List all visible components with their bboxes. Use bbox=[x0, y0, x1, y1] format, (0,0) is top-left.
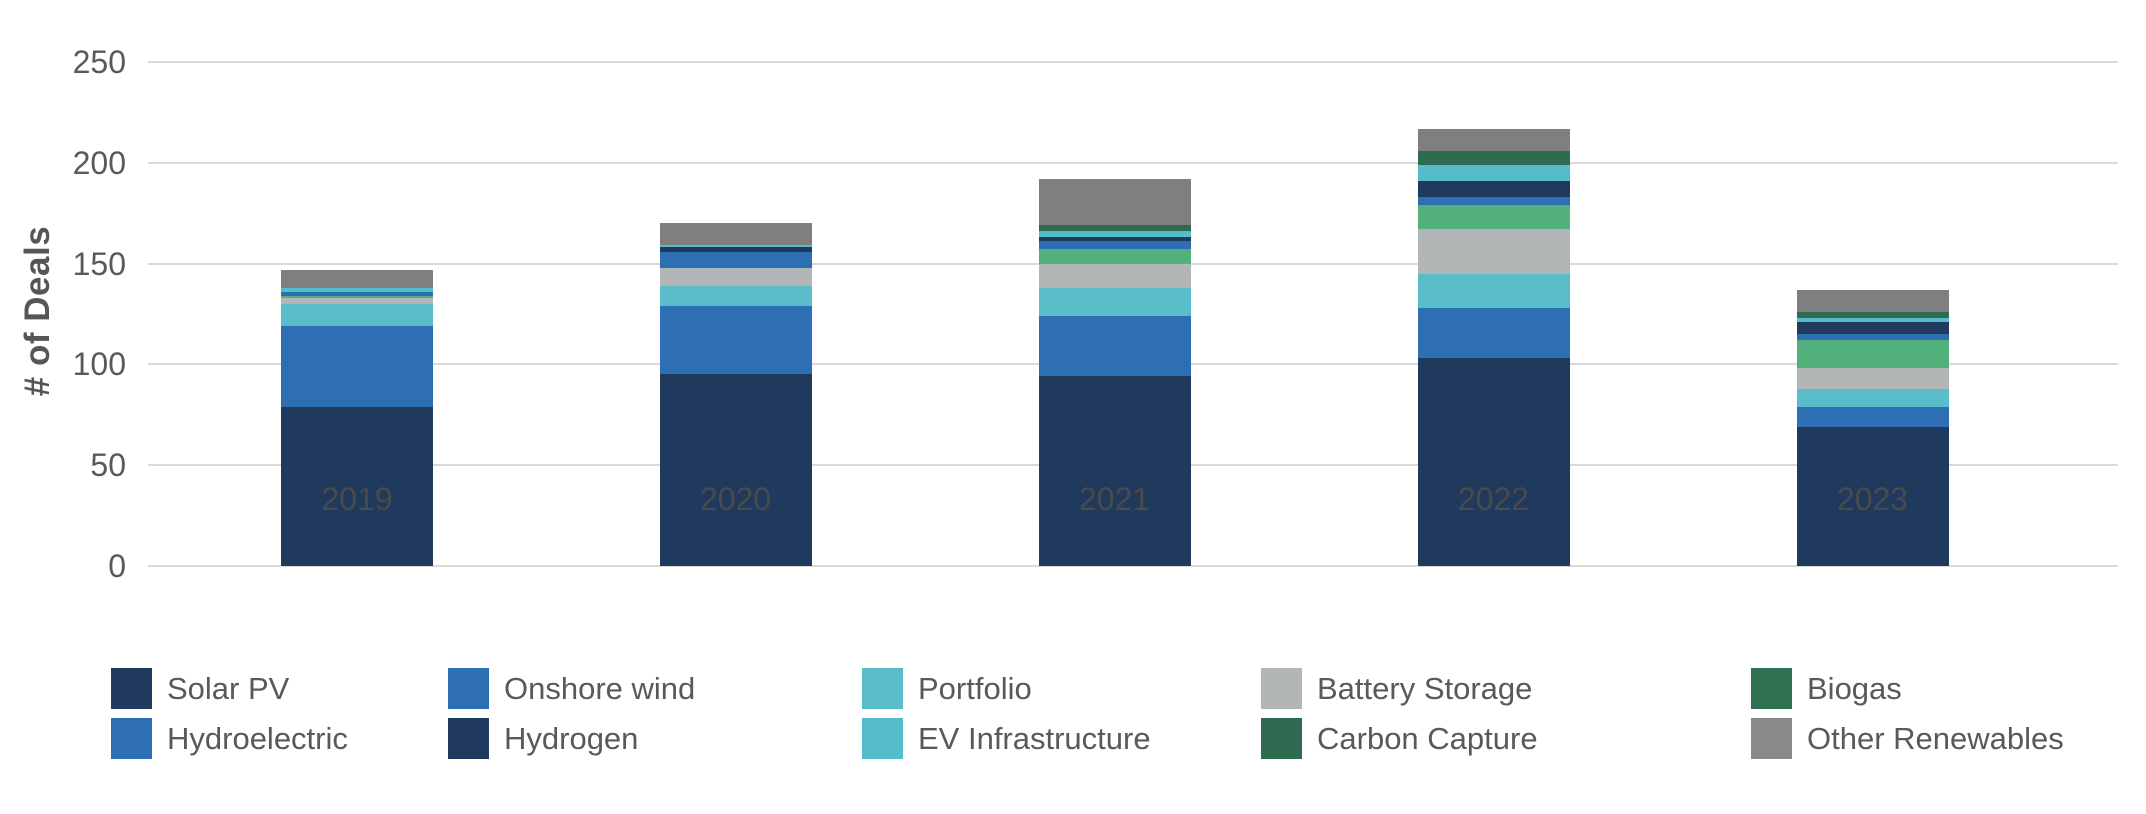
bar-segment-hydrogen-2022 bbox=[1417, 180, 1570, 198]
bar-segment-carbon-capture-2023 bbox=[1796, 311, 1949, 319]
legend-label: Carbon Capture bbox=[1317, 720, 1538, 756]
bar-segment-portfolio-2022 bbox=[1417, 273, 1570, 308]
bar-segment-biogas-2019 bbox=[281, 295, 433, 298]
bar-segment-hydrogen-2023 bbox=[1796, 322, 1949, 335]
bar-segment-biogas-2023 bbox=[1796, 340, 1949, 369]
bar-segment-onshore-wind-2022 bbox=[1417, 307, 1570, 359]
y-tick-label: 50 bbox=[90, 447, 126, 484]
bar-segment-solar-pv-2021 bbox=[1038, 376, 1191, 566]
bar-segment-biogas-2021 bbox=[1038, 249, 1191, 264]
y-tick-label: 150 bbox=[72, 245, 126, 282]
legend-swatch bbox=[1261, 718, 1302, 759]
bar-segment-carbon-capture-2022 bbox=[1417, 150, 1570, 165]
bar-segment-hydroelectric-2019 bbox=[281, 291, 433, 296]
legend-swatch bbox=[862, 718, 903, 759]
legend-swatch bbox=[1751, 718, 1792, 759]
bar-segment-portfolio-2023 bbox=[1796, 388, 1949, 407]
bar-segment-battery-storage-2020 bbox=[659, 267, 812, 286]
legend-swatch bbox=[448, 668, 489, 709]
bar-segment-battery-storage-2022 bbox=[1417, 229, 1570, 274]
bar-segment-solar-pv-2023 bbox=[1796, 426, 1949, 566]
legend-label: Hydroelectric bbox=[167, 720, 348, 756]
bar-segment-other-renewables-2019 bbox=[281, 269, 433, 288]
bar-segment-hydroelectric-2021 bbox=[1038, 241, 1191, 250]
bar-segment-portfolio-2021 bbox=[1038, 287, 1191, 316]
legend-swatch bbox=[1751, 668, 1792, 709]
bar-segment-hydrogen-2021 bbox=[1038, 237, 1191, 242]
bar-segment-portfolio-2019 bbox=[281, 303, 433, 327]
bar-segment-solar-pv-2019 bbox=[281, 406, 433, 566]
bar-segment-other-renewables-2021 bbox=[1038, 178, 1191, 226]
bar-segment-onshore-wind-2019 bbox=[281, 326, 433, 407]
bar-segment-hydroelectric-2023 bbox=[1796, 334, 1949, 341]
x-axis-label-2020: 2020 bbox=[699, 481, 772, 517]
legend-label: Solar PV bbox=[167, 670, 290, 706]
bar-segment-solar-pv-2020 bbox=[659, 374, 812, 566]
bar-segment-ev-infrastructure-2020 bbox=[659, 245, 812, 248]
legend-swatch bbox=[111, 668, 152, 709]
legend-label: Biogas bbox=[1807, 670, 1902, 706]
gridline bbox=[148, 161, 2118, 164]
bar-segment-ev-infrastructure-2021 bbox=[1038, 231, 1191, 238]
bar-segment-ev-infrastructure-2022 bbox=[1417, 164, 1570, 181]
legend-label: Battery Storage bbox=[1317, 670, 1533, 706]
bar-segment-battery-storage-2021 bbox=[1038, 263, 1191, 288]
y-tick-label: 100 bbox=[72, 346, 126, 383]
legend-swatch bbox=[1261, 668, 1302, 709]
bar-segment-other-renewables-2023 bbox=[1796, 289, 1949, 312]
bar-segment-battery-storage-2019 bbox=[281, 297, 433, 304]
bar-segment-ev-infrastructure-2023 bbox=[1796, 318, 1949, 323]
bar-segment-hydrogen-2020 bbox=[659, 247, 812, 252]
legend-label: Hydrogen bbox=[504, 720, 639, 756]
bar-segment-carbon-capture-2021 bbox=[1038, 225, 1191, 232]
y-tick-label: 250 bbox=[72, 44, 126, 80]
bar-segment-onshore-wind-2021 bbox=[1038, 316, 1191, 377]
x-axis-label-2023: 2023 bbox=[1836, 481, 1909, 517]
bar-segment-biogas-2022 bbox=[1417, 205, 1570, 230]
y-tick-label: 200 bbox=[72, 144, 126, 181]
bar-segment-hydroelectric-2022 bbox=[1417, 197, 1570, 206]
legend-label: Portfolio bbox=[918, 670, 1032, 706]
legend-label: Onshore wind bbox=[504, 670, 696, 706]
bar-segment-solar-pv-2022 bbox=[1417, 358, 1570, 566]
bar-segment-other-renewables-2020 bbox=[659, 223, 812, 246]
bar-segment-onshore-wind-2020 bbox=[659, 305, 812, 375]
y-tick-label: 0 bbox=[108, 548, 126, 584]
x-axis-label-2019: 2019 bbox=[321, 481, 393, 517]
bar-segment-other-renewables-2022 bbox=[1417, 128, 1570, 151]
gridline bbox=[148, 565, 2118, 567]
legend-swatch bbox=[862, 668, 903, 709]
legend-label: EV Infrastructure bbox=[918, 720, 1151, 756]
bar-segment-portfolio-2020 bbox=[659, 285, 812, 306]
bar-segment-battery-storage-2023 bbox=[1796, 368, 1949, 389]
x-axis-label-2021: 2021 bbox=[1078, 481, 1151, 517]
x-axis-label-2022: 2022 bbox=[1457, 481, 1530, 517]
legend-swatch bbox=[448, 718, 489, 759]
gridline bbox=[148, 61, 2118, 63]
legend-swatch bbox=[111, 718, 152, 759]
legend-label: Other Renewables bbox=[1807, 720, 2064, 756]
bar-segment-onshore-wind-2023 bbox=[1796, 406, 1949, 427]
bar-segment-hydroelectric-2020 bbox=[659, 251, 812, 268]
bar-segment-ev-infrastructure-2019 bbox=[281, 287, 433, 292]
